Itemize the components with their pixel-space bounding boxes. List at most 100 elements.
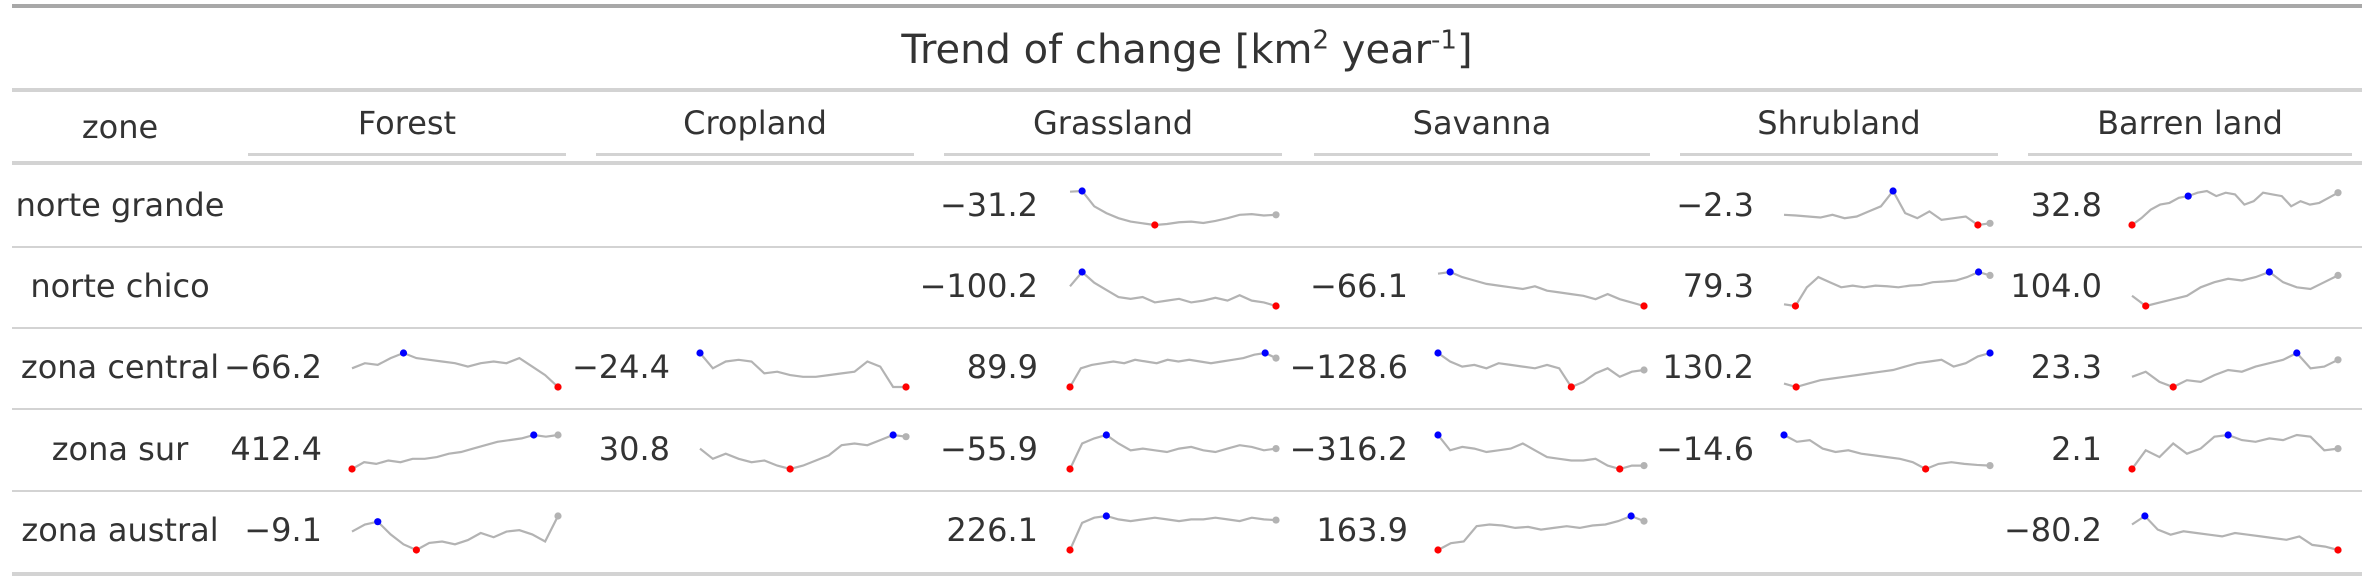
sparkline-min-point [2334, 545, 2342, 554]
sparkline-max-point [1434, 430, 1442, 439]
sparkline-min-point [1151, 220, 1159, 229]
column-spanner-line [944, 153, 1282, 156]
sparkline-max-point [1974, 267, 1983, 276]
sparkline-end-point [2334, 444, 2342, 452]
sparkline-path [1437, 270, 1645, 307]
sparkline-end-point [1640, 517, 1648, 525]
sparkline-end-point [1986, 219, 1994, 227]
column-header-cropland: Cropland [683, 104, 827, 142]
sparkline-end-point [1640, 365, 1648, 374]
trend-value: 163.9 [1316, 511, 1408, 549]
row-divider [12, 327, 2362, 329]
sparkline [696, 348, 910, 391]
sparkline-path [1437, 514, 1645, 551]
column-header-forest: Forest [357, 104, 457, 142]
sparkline-path [699, 433, 907, 470]
title-text: Trend of change [km [901, 27, 1313, 73]
sparkline [2131, 348, 2342, 391]
sparkline-min-point [1434, 545, 1442, 554]
sparkline-max-point [1627, 511, 1635, 520]
sparkline [351, 511, 562, 554]
sparkline-max-point [1986, 348, 1994, 357]
sparkline-end-point [2334, 355, 2342, 363]
sparkline-path [1783, 188, 1991, 226]
sparkline-max-point [1446, 267, 1454, 276]
sparkline [699, 430, 910, 473]
sparkline-min-point [1974, 220, 1982, 229]
sparkline [1069, 267, 1280, 310]
sparkline-end-point [1272, 444, 1280, 452]
row-divider [12, 246, 2362, 248]
trend-value: 30.8 [598, 430, 670, 468]
sparkline-min-point [786, 464, 794, 473]
sparkline-path [1783, 433, 1991, 470]
column-header-grassland: Grassland [1033, 104, 1193, 142]
sparkline-end-point [554, 511, 562, 520]
sparkline-path [351, 433, 559, 470]
trend-value: −9.1 [244, 511, 322, 549]
sparkline [1437, 267, 1648, 310]
trend-value: 226.1 [946, 511, 1038, 549]
sparkline [2131, 511, 2342, 554]
trend-value: −55.9 [939, 430, 1038, 468]
sparkline-min-point [2128, 464, 2136, 473]
sparkline-max-point [1102, 511, 1110, 520]
sparkline-min-point [1066, 545, 1074, 554]
sparkline-max-point [1780, 430, 1788, 439]
sparkline [2128, 430, 2342, 473]
sparkline-min-point [2128, 220, 2136, 229]
sparkline-min-point [1792, 382, 1800, 391]
column-header-barren-land: Barren land [2097, 104, 2283, 142]
sparkline-max-point [1102, 430, 1110, 439]
trend-value: −316.2 [1289, 430, 1408, 468]
sparkline-min-point [1066, 464, 1074, 473]
trend-value: −80.2 [2003, 511, 2102, 549]
sparkline [1780, 430, 1994, 473]
sparkline-end-point [1986, 461, 1994, 469]
sparkline-end-point [2334, 271, 2342, 279]
sparkline [1066, 511, 1280, 554]
trend-value: −31.2 [939, 186, 1038, 224]
row-divider [12, 490, 2362, 492]
trend-value: 2.1 [2051, 430, 2102, 468]
sparkline-max-point [1078, 267, 1086, 276]
table-title: Trend of change [km2 year-1] [12, 20, 2362, 80]
trend-value: 412.4 [230, 430, 322, 468]
sparkline-max-point [2224, 430, 2232, 439]
column-spanner-line [1680, 153, 1998, 156]
sparkline-path [2131, 514, 2339, 551]
sparkline-max-point [1261, 348, 1269, 357]
sparkline-path [1069, 433, 1277, 469]
sparkline-path [351, 515, 559, 551]
sparkline-path [1437, 351, 1645, 388]
trend-value: −66.1 [1309, 267, 1408, 305]
sparkline [1069, 186, 1280, 229]
sparkline-min-point [348, 464, 356, 473]
sparkline-path [1437, 433, 1644, 470]
zone-label: norte chico [30, 267, 210, 305]
sparkline-path [351, 351, 559, 388]
trend-value: 23.3 [2030, 348, 2102, 386]
sparkline-min-point [1567, 382, 1575, 391]
sparkline-path [1069, 269, 1277, 307]
sparkline-min-point [1066, 382, 1074, 391]
sparkline-path [1783, 351, 1991, 388]
top-rule [12, 4, 2362, 8]
sparkline-min-point [554, 382, 562, 391]
sparkline-max-point [374, 517, 382, 525]
sparkline-max-point [1889, 186, 1897, 195]
column-header-shrubland: Shrubland [1757, 104, 1921, 142]
trend-value: 89.9 [966, 348, 1038, 386]
sparkline [1434, 511, 1648, 554]
sparkline [2128, 188, 2342, 229]
sparkline-path [699, 351, 906, 388]
sparkline-end-point [1272, 354, 1280, 362]
title-bracket: ] [1456, 27, 1473, 73]
sparkline-max-point [2141, 511, 2149, 520]
sparkline-path [1068, 514, 1277, 550]
sparkline-max-point [889, 430, 897, 439]
sparkline-path [1069, 351, 1277, 388]
sparkline-path [2131, 270, 2339, 307]
sparkline [348, 430, 562, 473]
sparkline-min-point [1640, 301, 1648, 310]
